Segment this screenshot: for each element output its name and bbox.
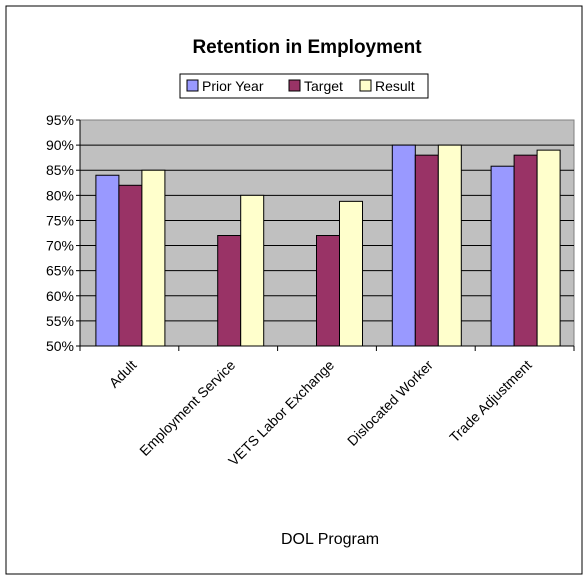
legend-swatch-target <box>288 79 301 92</box>
axes <box>76 119 575 351</box>
x-axis-label: DOL Program <box>281 531 379 548</box>
legend-label-result: Result <box>375 78 415 94</box>
y-tick-label: 80% <box>46 187 74 203</box>
bar-result <box>536 149 561 347</box>
y-tick-label: 90% <box>46 137 74 153</box>
bar-result <box>339 200 363 347</box>
bar-result <box>437 144 462 347</box>
bar-target <box>513 154 538 347</box>
legend-label-prior-year: Prior Year <box>202 78 264 94</box>
chart-title: Retention in Employment <box>192 37 422 58</box>
y-tick-label: 55% <box>46 313 74 329</box>
y-tick-label: 60% <box>46 288 74 304</box>
bar-prior-year <box>490 165 515 347</box>
bar-prior-year <box>391 144 416 347</box>
y-tick-label: 50% <box>46 338 74 354</box>
y-tick-labels: 50% 55% 60% 65% 70% 75% 80% 85% 90% 95% <box>46 112 74 354</box>
bar-target <box>414 154 439 347</box>
bar-target <box>316 235 340 347</box>
legend-box <box>179 73 429 99</box>
legend-swatch-result <box>359 79 372 92</box>
bar-result <box>141 169 166 347</box>
legend-swatch-prior-year <box>186 79 199 92</box>
bar-target <box>217 235 242 347</box>
bar-result <box>240 194 265 347</box>
y-tick-label: 85% <box>46 162 74 178</box>
y-tick-label: 65% <box>46 263 74 279</box>
y-tick-label: 95% <box>46 112 74 128</box>
bar-target <box>118 184 143 347</box>
y-tick-label: 70% <box>46 238 74 254</box>
bar-prior-year <box>95 174 120 347</box>
bars <box>95 144 561 347</box>
legend: Prior Year Target Result <box>179 73 429 99</box>
y-tick-label: 75% <box>46 212 74 228</box>
legend-label-target: Target <box>304 78 343 94</box>
